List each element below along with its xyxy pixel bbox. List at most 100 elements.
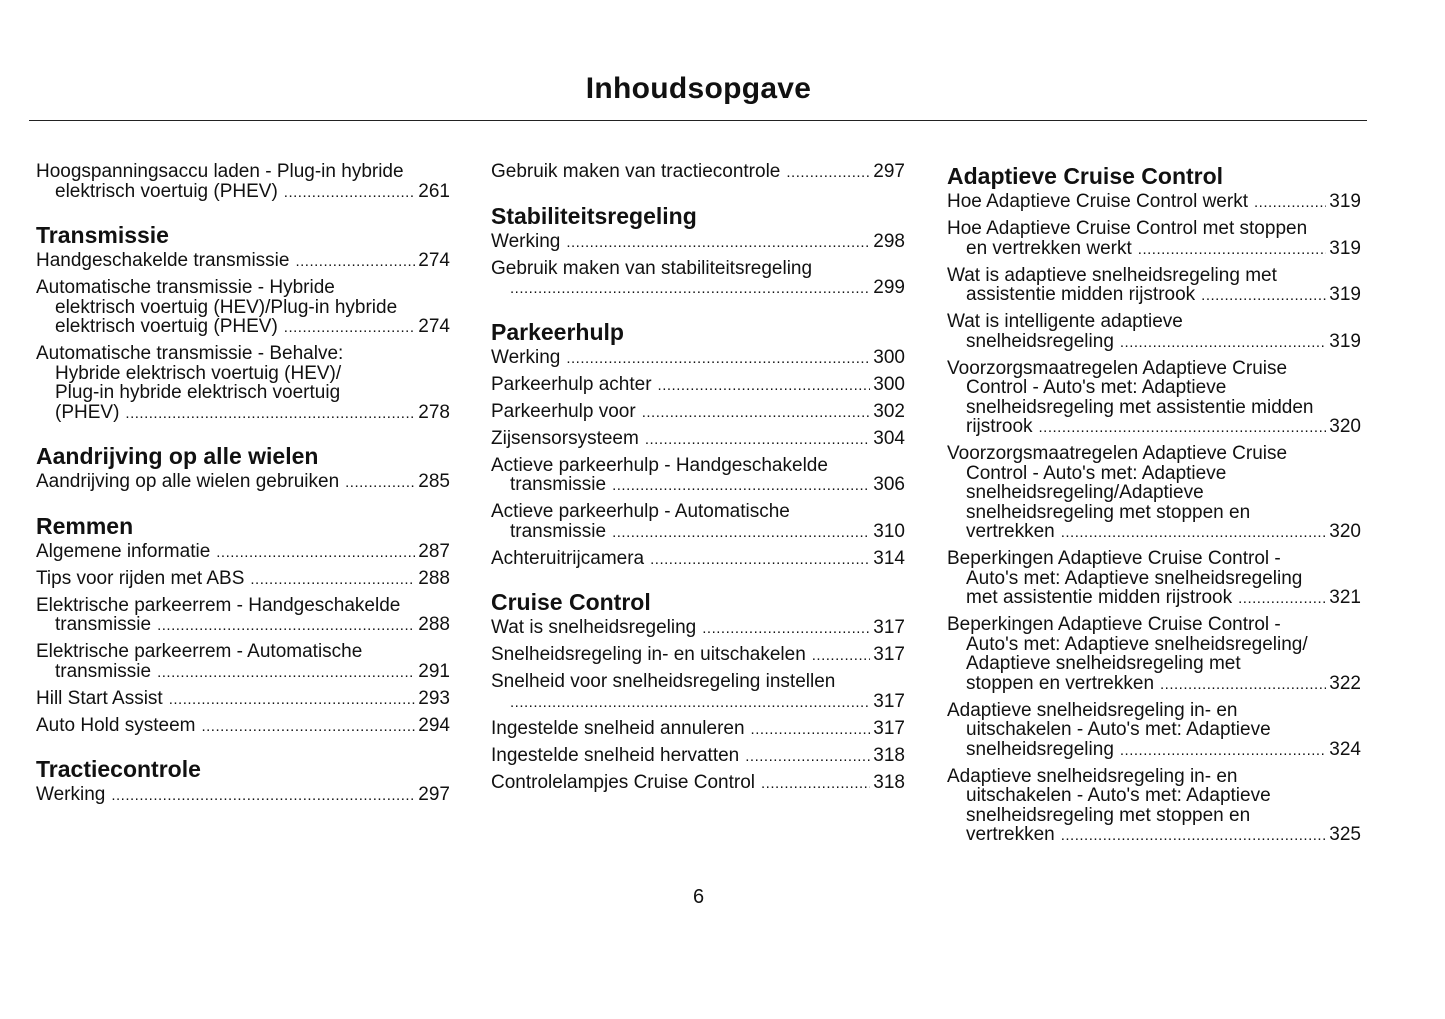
toc-entry[interactable]: Wat is adaptieve snelheidsregeling met as…	[947, 266, 1361, 306]
toc-entry[interactable]: Parkeerhulp voor 302	[491, 402, 905, 423]
toc-entry-line: Wat is intelligente adaptieve	[947, 312, 1183, 332]
toc-entry[interactable]: Snelheidsregeling in- en uitschakelen 317	[491, 645, 905, 666]
toc-entry-text: Gebruik maken van tractiecontrole	[491, 162, 781, 182]
toc-entry-text: Hill Start Assist	[36, 688, 163, 709]
toc-entry[interactable]: Beperkingen Adaptieve Cruise Control - Au…	[947, 549, 1361, 609]
toc-entry-line: Hill Start Assist 293	[36, 689, 450, 710]
toc-entry[interactable]: Auto Hold systeem 294	[36, 716, 450, 737]
toc-entry-line: transmissie 291	[36, 662, 450, 683]
toc-entry[interactable]: Gebruik maken van stabiliteitsregeling 29…	[491, 259, 905, 299]
toc-entry-line: Control - Auto's met: Adaptieve	[966, 378, 1227, 398]
dot-leader	[566, 349, 870, 369]
toc-entry[interactable]: Voorzorgsmaatregelen Adaptieve Cruise Con…	[947, 444, 1361, 543]
dot-leader	[702, 619, 870, 639]
toc-entry-line: Plug-in hybride elektrisch voertuig	[55, 383, 341, 403]
toc-entry-text: snelheidsregeling	[966, 331, 1114, 352]
toc-entry[interactable]: Snelheid voor snelheidsregeling instelle…	[491, 672, 905, 712]
toc-entry[interactable]: Controlelampjes Cruise Control 318	[491, 773, 905, 794]
toc-entry-line: (PHEV) 278	[36, 403, 450, 424]
toc-entry[interactable]: Adaptieve snelheidsregeling in- en uitsch…	[947, 767, 1361, 846]
toc-entry-line: Snelheid voor snelheidsregeling instelle…	[491, 672, 836, 692]
dot-leader	[284, 318, 416, 338]
section-heading: Stabiliteitsregeling	[491, 202, 697, 229]
toc-entry[interactable]: Handgeschakelde transmissie 274	[36, 251, 450, 272]
toc-entry[interactable]: Werking 300	[491, 348, 905, 369]
toc-entry[interactable]: Adaptieve snelheidsregeling in- en uitsch…	[947, 701, 1361, 761]
toc-entry-line: Adaptieve snelheidsregeling met	[966, 654, 1241, 674]
toc-entry[interactable]: Algemene informatie 287	[36, 542, 450, 563]
section-heading: Cruise Control	[491, 589, 651, 615]
toc-entry[interactable]: Aandrijving op alle wielen gebruiken 285	[36, 472, 450, 493]
toc-entry[interactable]: Achteruitrijcamera 314	[491, 549, 905, 570]
toc-entry[interactable]: Hoogspanningsaccu laden - Plug-in hybrid…	[36, 162, 450, 202]
toc-entry-line: Hoe Adaptieve Cruise Control werkt 319	[947, 192, 1361, 213]
toc-entry-text: en vertrekken werkt	[966, 238, 1132, 259]
toc-entry[interactable]: Elektrische parkeerrem - Handgeschakelde…	[36, 596, 450, 636]
toc-entry-text: elektrisch voertuig (PHEV)	[55, 181, 278, 202]
toc-entry-line: Parkeerhulp voor 302	[491, 402, 905, 423]
dot-leader	[201, 717, 415, 737]
page-title: Inhoudsopgave	[585, 72, 812, 105]
toc-entry-line: met assistentie midden rijstrook 321	[947, 588, 1361, 609]
toc-column-3: Adaptieve Cruise Control Hoe Adaptieve Cr…	[947, 162, 1361, 852]
toc-entry-line: Hybride elektrisch voertuig (HEV)/	[55, 363, 342, 383]
toc-entry-line: Tips voor rijden met ABS 288	[36, 569, 450, 590]
section-heading: Parkeerhulp	[491, 318, 624, 345]
toc-page-number: 297	[418, 785, 450, 805]
toc-page-number: 322	[1329, 673, 1361, 694]
toc-entry[interactable]: Actieve parkeerhulp - Automatische transm…	[491, 502, 905, 542]
toc-entry[interactable]: Voorzorgsmaatregelen Adaptieve Cruise Con…	[947, 359, 1361, 438]
section-heading: Remmen	[36, 512, 134, 539]
toc-entry-line: Control - Auto's met: Adaptieve	[966, 463, 1227, 483]
toc-entry[interactable]: Actieve parkeerhulp - Handgeschakelde tra…	[491, 456, 905, 496]
toc-entry[interactable]: Zijsensorsysteem 304	[491, 429, 905, 450]
toc-entry-line: Actieve parkeerhulp - Handgeschakelde	[491, 455, 828, 475]
dot-leader	[745, 747, 870, 767]
toc-entry[interactable]: Wat is snelheidsregeling 317	[491, 618, 905, 639]
toc-entry[interactable]: Ingestelde snelheid hervatten 318	[491, 746, 905, 767]
toc-entry-text: Handgeschakelde transmissie	[36, 251, 290, 271]
toc-entry[interactable]: Werking 298	[491, 232, 905, 253]
toc-entry[interactable]: Hill Start Assist 293	[36, 689, 450, 710]
title-divider	[29, 120, 1367, 121]
toc-entry[interactable]: Hoe Adaptieve Cruise Control met stoppen…	[947, 219, 1361, 259]
toc-entry[interactable]: Gebruik maken van tractiecontrole 297	[491, 162, 905, 183]
toc-entry-line: Actieve parkeerhulp - Automatische	[491, 502, 790, 522]
toc-entry-line: Controlelampjes Cruise Control 318	[491, 773, 905, 794]
toc-entry-line: Auto's met: Adaptieve snelheidsregeling	[966, 568, 1303, 588]
toc-entry[interactable]: Werking 297	[36, 785, 450, 806]
toc-entry-line: elektrisch voertuig (PHEV) 261	[36, 182, 450, 203]
toc-entry-line: Werking 298	[491, 232, 905, 253]
dot-leader	[295, 252, 415, 272]
toc-page-number: 297	[873, 162, 905, 182]
toc-page-number: 320	[1329, 522, 1361, 542]
toc-entry-text: transmissie	[510, 521, 607, 542]
toc-entry[interactable]: Hoe Adaptieve Cruise Control werkt 319	[947, 192, 1361, 213]
toc-entry[interactable]: Wat is intelligente adaptieve snelheidsre…	[947, 312, 1361, 352]
toc-entry[interactable]: Beperkingen Adaptieve Cruise Control - Au…	[947, 615, 1361, 694]
toc-entry[interactable]: Tips voor rijden met ABS 288	[36, 569, 450, 590]
dot-leader	[612, 476, 870, 496]
dot-leader	[125, 404, 415, 424]
toc-entry-line: Beperkingen Adaptieve Cruise Control -	[947, 549, 1281, 569]
toc-entry-line: Zijsensorsysteem 304	[491, 429, 905, 450]
toc-page-number: 288	[418, 615, 450, 635]
toc-entry[interactable]: Parkeerhulp achter 300	[491, 375, 905, 396]
toc-entry-text: snelheidsregeling	[966, 739, 1114, 760]
toc-entry[interactable]: Ingestelde snelheid annuleren 317	[491, 719, 905, 740]
toc-entry[interactable]: Elektrische parkeerrem - Automatische tra…	[36, 642, 450, 682]
dot-leader	[1120, 741, 1326, 761]
toc-entry-line: Achteruitrijcamera 314	[491, 549, 905, 570]
toc-entry-text: elektrisch voertuig (PHEV)	[55, 317, 278, 337]
toc-entry[interactable]: Automatische transmissie - Hybride elektr…	[36, 278, 450, 338]
dot-leader	[658, 376, 871, 396]
toc-entry-text: Tips voor rijden met ABS	[36, 568, 245, 589]
toc-entry-text: Ingestelde snelheid hervatten	[491, 745, 740, 766]
toc-entry[interactable]: Automatische transmissie - Behalve: Hybri…	[36, 344, 450, 423]
toc-column-1: Hoogspanningsaccu laden - Plug-in hybrid…	[36, 162, 450, 812]
toc-entry-line: Elektrische parkeerrem - Handgeschakelde	[36, 595, 401, 615]
toc-entry-line: Voorzorgsmaatregelen Adaptieve Cruise	[947, 444, 1288, 464]
toc-page-number: 306	[873, 475, 905, 495]
dot-leader	[761, 774, 870, 794]
toc-page-number: 300	[873, 347, 905, 368]
